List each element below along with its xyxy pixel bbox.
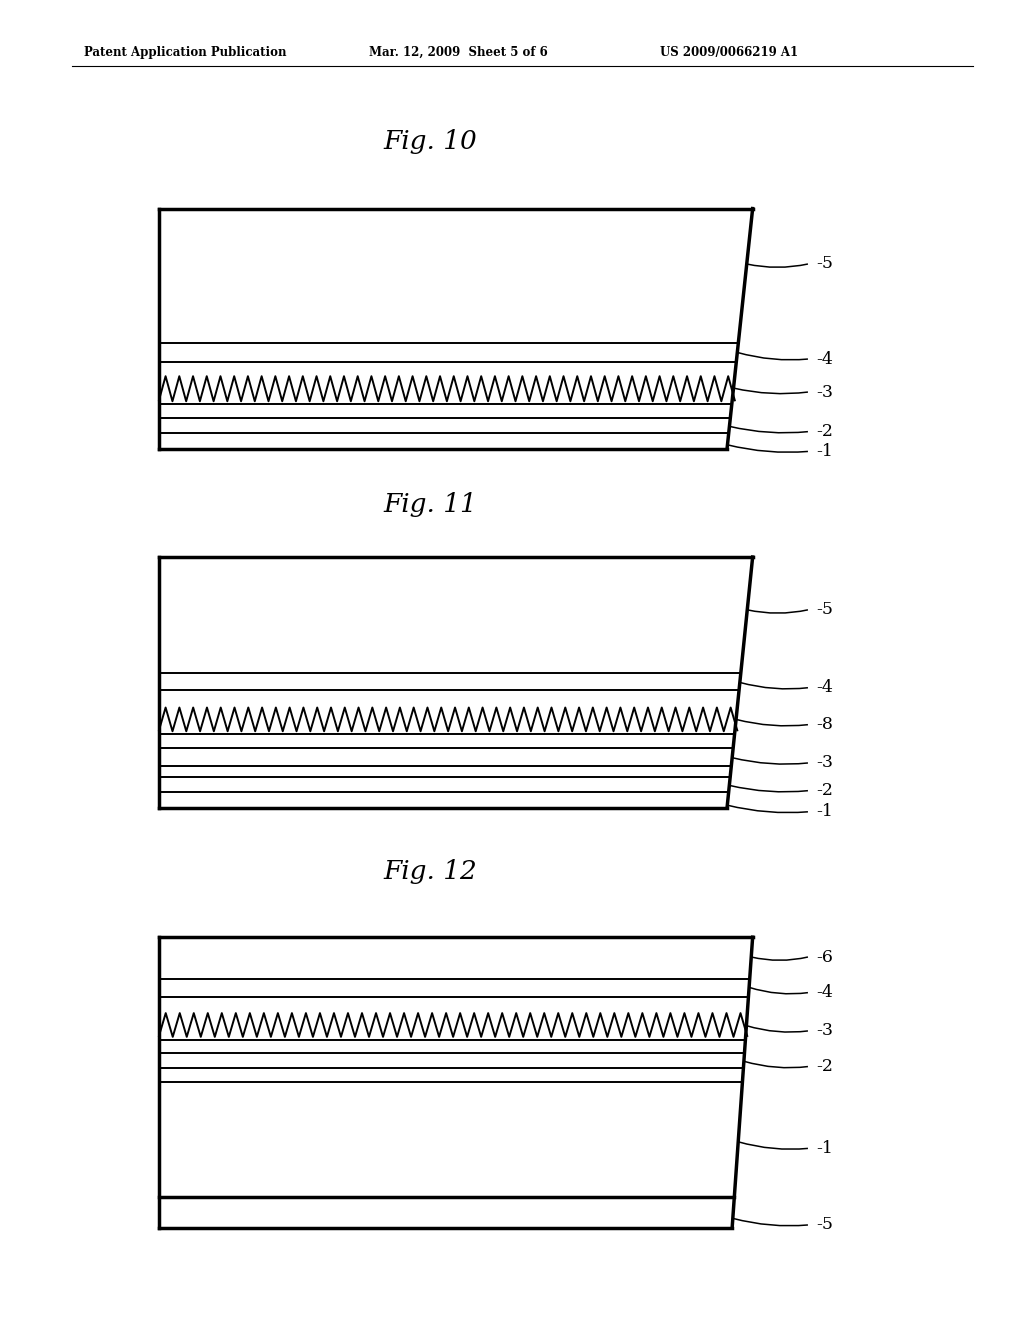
Text: US 2009/0066219 A1: US 2009/0066219 A1 <box>660 46 799 59</box>
Text: -8: -8 <box>816 717 833 733</box>
Text: -4: -4 <box>816 351 833 367</box>
Text: -1: -1 <box>816 1140 833 1156</box>
Text: -4: -4 <box>816 985 833 1001</box>
Text: -2: -2 <box>816 424 834 440</box>
Text: -1: -1 <box>816 444 833 459</box>
Text: -3: -3 <box>816 755 834 771</box>
Text: -5: -5 <box>816 1217 834 1233</box>
Text: -2: -2 <box>816 1059 834 1074</box>
Text: Fig. 10: Fig. 10 <box>383 129 477 153</box>
Text: -3: -3 <box>816 384 834 400</box>
Text: -3: -3 <box>816 1023 834 1039</box>
Text: -1: -1 <box>816 804 833 820</box>
Text: -2: -2 <box>816 783 834 799</box>
Text: -6: -6 <box>816 949 833 965</box>
Text: Fig. 11: Fig. 11 <box>383 492 477 516</box>
Text: -4: -4 <box>816 680 833 696</box>
Text: -5: -5 <box>816 602 834 618</box>
Text: -5: -5 <box>816 256 834 272</box>
Text: Patent Application Publication: Patent Application Publication <box>84 46 287 59</box>
Text: Mar. 12, 2009  Sheet 5 of 6: Mar. 12, 2009 Sheet 5 of 6 <box>369 46 548 59</box>
Text: Fig. 12: Fig. 12 <box>383 859 477 883</box>
